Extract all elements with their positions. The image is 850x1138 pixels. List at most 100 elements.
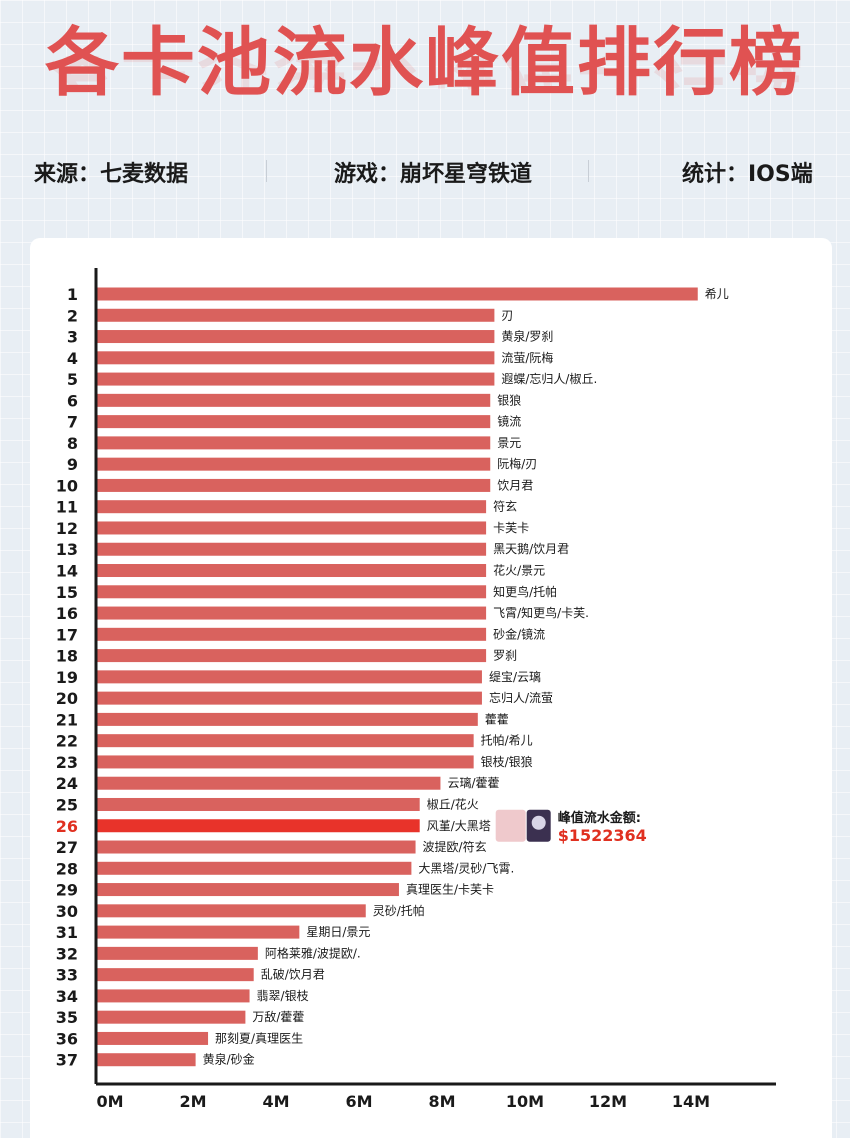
rank-label: 36 (56, 1029, 78, 1048)
bar-label: 风堇/大黑塔 (427, 819, 491, 833)
rank-label: 33 (56, 966, 78, 985)
source-label: 来源：七麦数据 (34, 162, 189, 187)
bar-label: 灵砂/托帕 (373, 903, 425, 918)
bar (96, 1053, 196, 1067)
rank-label: 15 (56, 583, 78, 602)
bar (96, 734, 474, 748)
rank-label: 18 (56, 647, 78, 666)
rank-label: 13 (56, 540, 78, 559)
bar (96, 883, 399, 897)
rank-label: 16 (56, 604, 78, 623)
bar (96, 330, 495, 344)
bar-label: 饮月君 (497, 478, 533, 492)
rank-label: 12 (56, 519, 78, 538)
bar (96, 393, 491, 407)
bar-label: 银枝/银狼 (481, 754, 533, 769)
rank-label: 28 (56, 859, 78, 878)
rank-label: 30 (56, 902, 78, 921)
divider (266, 160, 267, 182)
rank-label: 10 (56, 476, 78, 495)
callout-value: $1522364 (558, 826, 647, 845)
page-title: 各卡池流水峰值排行榜 (45, 20, 805, 106)
rank-label: 29 (56, 881, 78, 900)
rank-label: 20 (56, 689, 78, 708)
rank-label: 31 (56, 923, 78, 942)
bar (96, 478, 491, 492)
stat-label: 统计：IOS端 (682, 162, 813, 187)
rank-label: 8 (67, 434, 78, 453)
bar-label: 黄泉/砂金 (203, 1052, 255, 1067)
x-tick-label: 8M (428, 1092, 455, 1111)
rank-label: 17 (56, 625, 78, 644)
x-tick-label: 14M (672, 1092, 710, 1111)
bar-label: 镜流 (497, 414, 521, 429)
bar (96, 436, 491, 450)
bar-label: 缇宝/云璃 (489, 670, 541, 684)
bar-label: 乱破/饮月君 (261, 967, 325, 982)
bar-label: 卡芙卡 (493, 521, 529, 535)
x-tick-label: 0M (96, 1092, 123, 1111)
divider (588, 160, 589, 182)
bar (96, 755, 474, 769)
rank-label: 32 (56, 944, 78, 963)
bar (96, 670, 482, 684)
x-tick-label: 10M (506, 1092, 544, 1111)
rank-label: 3 (67, 328, 78, 347)
bar (96, 776, 441, 790)
bar (96, 415, 491, 429)
bar-label: 翡翠/银枝 (257, 988, 309, 1003)
bar (96, 627, 487, 641)
bar-label: 星期日/景元 (306, 925, 370, 939)
bar (96, 606, 487, 620)
bar-label: 知更鸟/托帕 (493, 584, 557, 599)
bar-label: 罗刹 (493, 649, 517, 663)
bar-label: 云璃/藿藿 (447, 776, 499, 790)
bar-label: 阮梅/刃 (497, 456, 537, 471)
bar (96, 819, 420, 833)
x-tick-label: 6M (345, 1092, 372, 1111)
bar-label: 万敌/藿藿 (252, 1009, 304, 1024)
rank-label: 14 (56, 562, 78, 581)
bar (96, 1031, 209, 1045)
bar-label: 符玄 (493, 499, 517, 514)
bar (96, 691, 482, 705)
bar (96, 372, 495, 386)
rank-label: 7 (67, 413, 78, 432)
rank-label: 11 (56, 498, 78, 517)
bar-label: 托帕/希儿 (481, 733, 533, 748)
bar-label: 飞霄/知更鸟/卡芙. (493, 605, 589, 620)
bar (96, 968, 254, 982)
rank-label: 25 (56, 795, 78, 814)
rank-label: 1 (67, 285, 78, 304)
bar (96, 564, 487, 578)
rank-label: 2 (67, 306, 78, 325)
bar (96, 308, 495, 322)
bar-label: 黄泉/罗刹 (501, 330, 553, 344)
bar-label: 花火/景元 (493, 563, 545, 578)
bar (96, 500, 487, 514)
character-portraits (495, 809, 551, 842)
bar (96, 712, 478, 726)
bar-label: 银狼 (497, 392, 521, 407)
rank-label: 22 (56, 732, 78, 751)
rank-label: 4 (67, 349, 78, 368)
bar-label: 藿藿 (485, 712, 509, 726)
bar-label: 砂金/镜流 (493, 626, 545, 641)
bar (96, 861, 412, 875)
bar (96, 457, 491, 471)
rank-label: 27 (56, 838, 78, 857)
rank-label: 5 (67, 370, 78, 389)
bar-label: 大黑塔/灵砂/飞霄. (418, 861, 514, 875)
bar (96, 989, 250, 1003)
rank-label: 9 (67, 455, 78, 474)
bar (96, 649, 487, 663)
bar-label: 希儿 (705, 286, 729, 301)
x-tick-label: 12M (589, 1092, 627, 1111)
bar-label: 那刻夏/真理医生 (215, 1031, 303, 1045)
rank-label: 26 (56, 817, 78, 836)
bar (96, 521, 487, 535)
bar (96, 797, 420, 811)
rank-label: 6 (67, 391, 78, 410)
x-tick-label: 2M (179, 1092, 206, 1111)
bar (96, 351, 495, 365)
